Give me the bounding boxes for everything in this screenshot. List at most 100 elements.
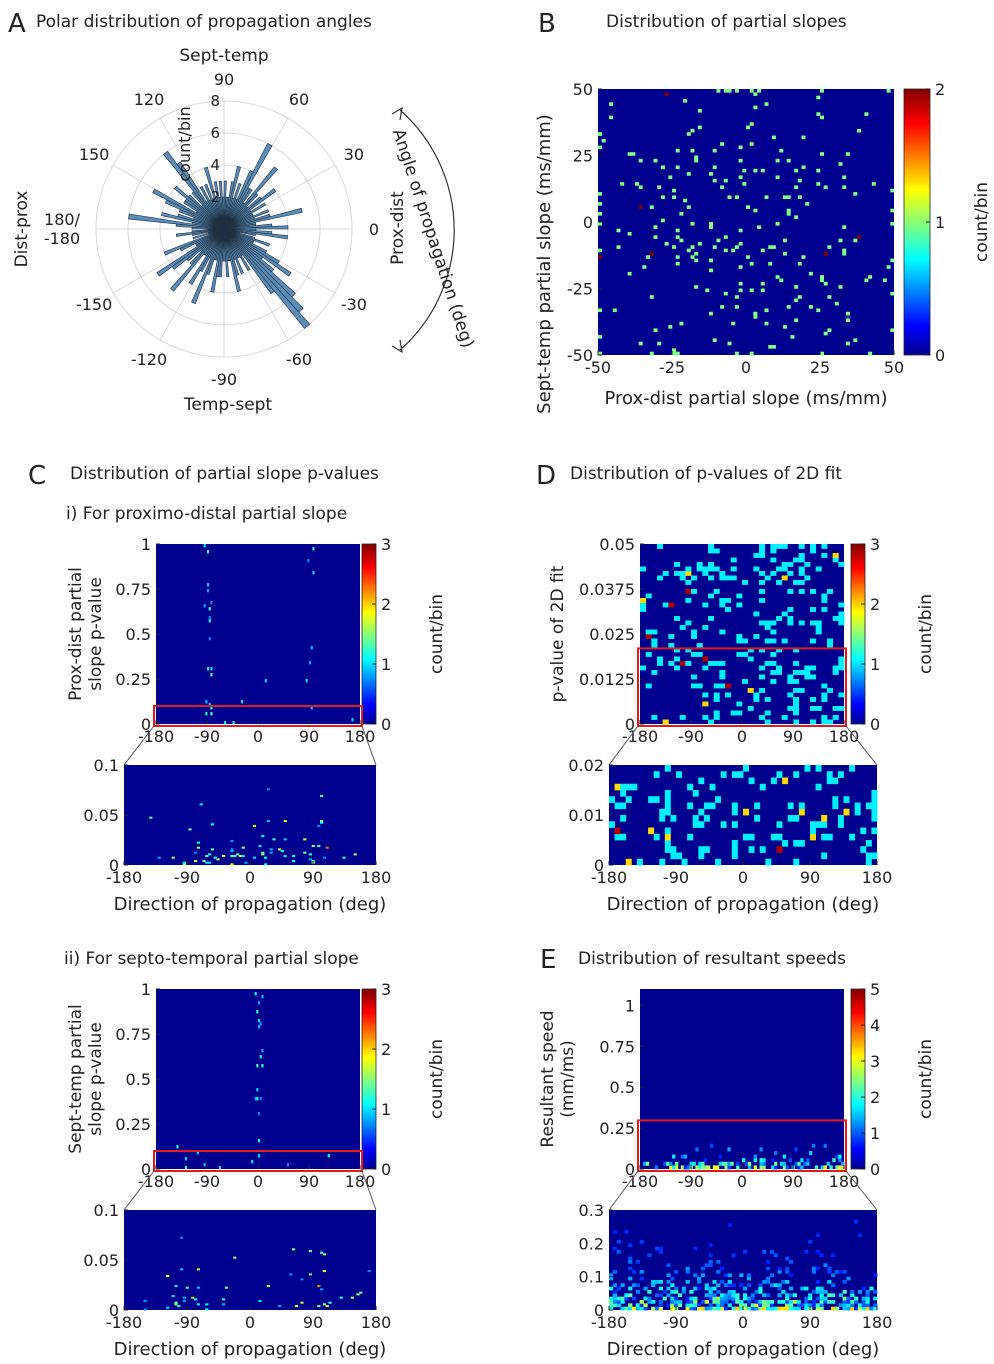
- panel-e-zoom-cell: [831, 1283, 836, 1288]
- panel-b-cell: [816, 168, 821, 173]
- panel-c-i-zoom-cell: [216, 858, 220, 861]
- panel-b-xtick-label: -50: [585, 358, 611, 377]
- panel-e-zoom-cell: [804, 1286, 809, 1291]
- panel-d-cell: [679, 661, 686, 666]
- panel-d-cell: [838, 562, 845, 567]
- panel-e-cell: [669, 1161, 673, 1166]
- panel-b-cell: [768, 245, 773, 249]
- panel-c-ii-zoom-cell: [367, 1270, 371, 1273]
- panel-b-cell: [816, 182, 821, 186]
- panel-b-ytick-label: 50: [573, 80, 593, 99]
- panel-e-zoom-cell: [773, 1253, 778, 1258]
- panel-d-zoom-cell: [731, 821, 738, 828]
- panel-d-cell: [821, 544, 828, 549]
- panel-b-cell: [857, 235, 861, 239]
- panel-e-zoom-cell: [838, 1303, 843, 1308]
- panel-d-xtick-label: 90: [783, 727, 803, 746]
- panel-d-cell: [810, 589, 817, 594]
- panel-b-cell: [842, 185, 847, 190]
- panel-d-zoom-cell: [854, 802, 861, 810]
- panel-d-cell: [753, 553, 760, 558]
- panel-e-zoom-cell: [697, 1280, 702, 1284]
- panel-d-colorbar-tick-label: 2: [870, 595, 880, 614]
- panel-c-i-zoom-cell: [230, 855, 234, 858]
- panel-d-cell: [770, 670, 777, 675]
- panel-c-i-zoom-cell: [325, 846, 329, 849]
- panel-c-i-zoom-ytick-label: 0: [109, 856, 119, 875]
- panel-c-i-cell: [205, 712, 208, 716]
- panel-e-zoom-cell: [708, 1293, 713, 1298]
- panel-e-cell: [809, 1151, 813, 1155]
- panel-e-zoom-cell: [750, 1296, 755, 1301]
- panel-d-cell: [668, 602, 675, 608]
- panel-e-zoom-cell: [811, 1300, 817, 1304]
- panel-d-zoom-cell: [715, 796, 722, 803]
- panel-e-zoom-cell: [639, 1240, 644, 1244]
- panel-e-zoom-xtick-label: 90: [800, 1313, 820, 1332]
- panel-e-zoom-cell: [624, 1230, 629, 1234]
- panel-e-zoom-cell: [666, 1273, 671, 1278]
- panel-d-cell: [708, 575, 715, 581]
- panel-d-cell: [838, 661, 845, 666]
- panel-e-zoom-cell: [857, 1233, 863, 1238]
- panel-title-c: Distribution of partial slope p-values: [70, 464, 379, 484]
- panel-b-xlabel: Prox-dist partial slope (ms/mm): [604, 388, 887, 409]
- panel-e-zoom-cell: [777, 1270, 782, 1274]
- polar-label-right: Prox-dist: [388, 191, 408, 265]
- panel-b-cell: [683, 98, 688, 103]
- panel-b-cell: [638, 341, 643, 346]
- panel-e-zoom-cell: [616, 1250, 621, 1254]
- panel-b-cell: [786, 208, 791, 213]
- panel-c-ii-zoom-cell: [258, 1300, 262, 1303]
- panel-c-i-zoom-cell: [252, 856, 256, 859]
- panel-e-zoom-cell: [823, 1296, 828, 1301]
- panel-d-cell: [702, 625, 709, 630]
- panel-e-zoom-cell: [708, 1290, 713, 1294]
- panel-b-colorbar-tick-label: 0: [935, 346, 945, 365]
- panel-e-zoom-cell: [777, 1293, 782, 1298]
- panel-e-zoom-cell: [697, 1276, 702, 1281]
- panel-d-cell: [793, 710, 800, 716]
- panel-c-ii-cell: [261, 1049, 264, 1053]
- panel-d-cell: [787, 620, 794, 626]
- panel-e-zoom-cell: [773, 1283, 778, 1288]
- panel-e-zoom-cell: [846, 1303, 851, 1308]
- panel-d-zoom-cell: [865, 840, 872, 847]
- panel-d-cell: [793, 557, 800, 563]
- panel-d-zoom-cell: [793, 771, 800, 778]
- panel-c-i-zoom-xtick-label: 180: [361, 868, 392, 887]
- panel-e-zoom-cell: [838, 1270, 843, 1274]
- panel-d-zoom-xtick-label: -90: [663, 868, 689, 887]
- panel-b-colorbar-label: count/bin: [972, 182, 992, 262]
- panel-b-cell: [746, 205, 750, 209]
- panel-e-zoom-cell: [796, 1300, 801, 1304]
- panel-c-i-cell: [210, 712, 213, 716]
- panel-d-zoom-ytick-label: 0.01: [568, 806, 604, 825]
- panel-d-cell: [742, 638, 749, 644]
- panel-d-cell: [640, 607, 647, 612]
- panel-d-cell: [685, 580, 692, 585]
- polar-radial-tick: 2: [210, 188, 220, 206]
- panel-b-cell: [731, 248, 736, 253]
- panel-b-cell: [697, 108, 702, 113]
- panel-e-zoom-cell: [620, 1296, 625, 1301]
- panel-c-i-zoom-cell: [188, 828, 192, 831]
- panel-d-zoom-cell: [798, 802, 805, 810]
- panel-e-zoom-cell: [792, 1300, 797, 1304]
- panel-e-zoom-cell: [804, 1250, 809, 1254]
- panel-d-zoom-cell: [687, 833, 694, 841]
- panel-b-cell: [601, 138, 606, 143]
- panel-e-cell: [718, 1154, 722, 1159]
- panel-d-colorbar-tick-label: 0: [870, 715, 880, 734]
- panel-e-zoom-cell: [758, 1290, 763, 1294]
- panel-b-colorbar-tick-label: 1: [935, 213, 945, 232]
- panel-e-zoom-cell: [651, 1300, 656, 1304]
- panel-d-zoom-cell: [670, 852, 677, 860]
- panel-c-i-cell: [310, 706, 313, 710]
- panel-b-cell: [598, 132, 602, 136]
- panel-e-zoom-cell: [612, 1230, 618, 1234]
- panel-d-cell: [793, 679, 800, 684]
- panel-e-zoom-cell: [846, 1296, 851, 1301]
- panel-b-cell: [660, 195, 665, 200]
- polar-arc-arrow: [399, 109, 455, 351]
